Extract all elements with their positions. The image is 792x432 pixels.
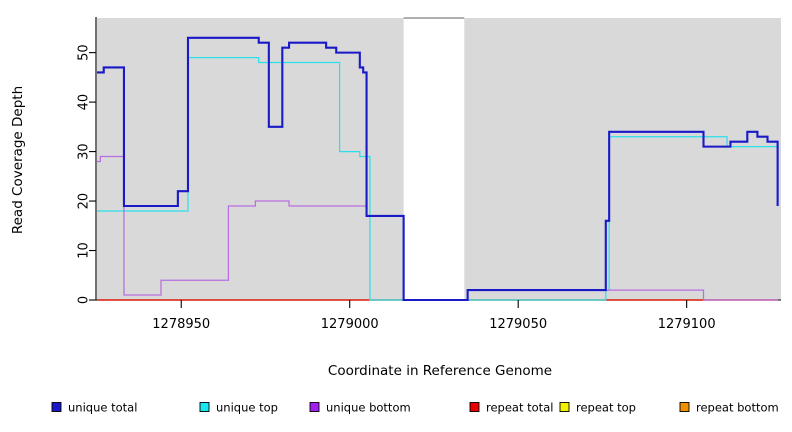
legend-swatch (309, 402, 320, 412)
x-tick-label: 1278950 (152, 317, 210, 332)
legend-swatch (51, 402, 62, 412)
legend-swatch (679, 402, 690, 412)
legend-swatch (559, 402, 570, 412)
legend-label: repeat top (576, 401, 636, 415)
y-tick-label: 40 (77, 94, 92, 111)
series-line-unique-total (97, 36, 779, 301)
legend-swatch (199, 402, 210, 412)
y-tick-label: 0 (77, 296, 92, 304)
legend: unique total unique top unique bottom repea… (51, 401, 779, 415)
legend-label: repeat bottom (696, 401, 779, 415)
y-tick-label: 10 (77, 242, 92, 259)
legend-label: unique top (216, 401, 278, 415)
plot-shaded-background (97, 17, 781, 300)
data-series (97, 36, 779, 301)
x-tick-label: 1279100 (658, 317, 716, 332)
y-tick-label: 20 (77, 193, 92, 210)
legend-label: unique bottom (326, 401, 411, 415)
x-tick-label: 1279000 (321, 317, 379, 332)
series-line-unique-top (97, 56, 779, 301)
y-tick-label: 30 (77, 143, 92, 160)
x-axis-ticks: 1278950 1279000 1279050 1279100 (152, 300, 716, 332)
x-tick-label: 1279050 (489, 317, 547, 332)
x-axis-label: Coordinate in Reference Genome (328, 363, 552, 379)
legend-swatch (469, 402, 480, 412)
legend-label: repeat total (486, 401, 553, 415)
y-axis-label: Read Coverage Depth (10, 86, 26, 234)
y-tick-label: 50 (77, 44, 92, 61)
legend-label: unique total (68, 401, 137, 415)
y-axis-ticks: 0 10 20 30 40 50 (77, 44, 96, 304)
